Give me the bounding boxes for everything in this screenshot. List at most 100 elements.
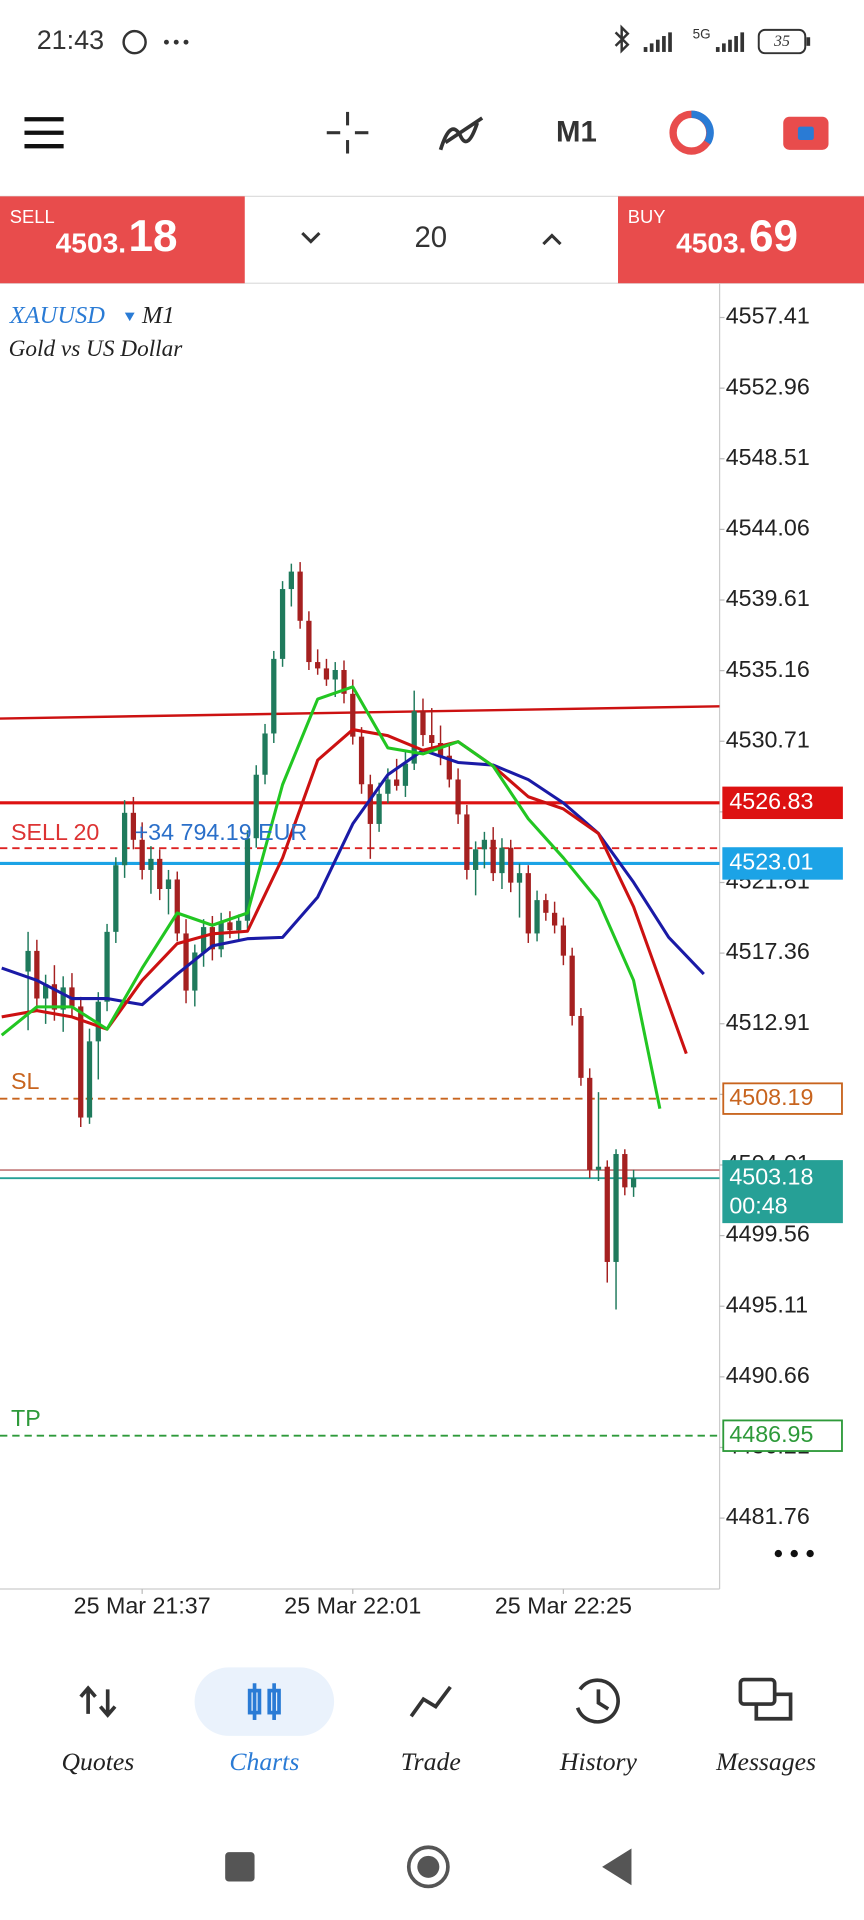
candle-body — [446, 755, 452, 780]
candle-body — [34, 950, 40, 999]
y-tick-label: 4535.16 — [726, 656, 810, 682]
back-button[interactable] — [602, 1848, 632, 1886]
candle-body — [429, 735, 435, 743]
candle-body — [113, 865, 119, 932]
volume[interactable]: 20 — [414, 221, 447, 254]
x-tick-label: 25 Mar 22:01 — [284, 1593, 421, 1619]
candle-body — [543, 900, 549, 913]
sell-price-main: 4503. — [56, 228, 126, 259]
price-badge-label: 4508.19 — [729, 1084, 813, 1110]
moving-average — [1, 728, 688, 1055]
candle-body — [569, 955, 575, 1016]
candle-body — [455, 779, 461, 815]
price-badge-label: 4486.95 — [729, 1421, 813, 1447]
home-button[interactable] — [406, 1845, 450, 1889]
sell-price-big: 18 — [128, 212, 177, 261]
candle-body — [60, 987, 66, 1010]
history-icon — [575, 1678, 620, 1724]
candle-body — [139, 839, 145, 870]
candle-body — [481, 839, 488, 850]
timeframe-button[interactable]: M1 — [556, 116, 597, 149]
candle-body — [253, 774, 259, 839]
candle-body — [376, 793, 382, 824]
trade-icon — [409, 1685, 452, 1718]
candle-body — [464, 814, 470, 870]
nav-history[interactable]: History — [559, 1747, 638, 1776]
y-tick-label: 4495.11 — [726, 1291, 808, 1317]
nav-charts[interactable]: Charts — [229, 1747, 299, 1776]
y-tick-label: 4481.76 — [726, 1503, 810, 1529]
candle-body — [183, 933, 189, 991]
buy-label: BUY — [628, 206, 666, 227]
volume-up[interactable] — [542, 233, 562, 246]
candle-body — [51, 984, 58, 1010]
symbol[interactable]: XAUUSD — [9, 302, 105, 329]
chart-menu[interactable] — [774, 1549, 814, 1558]
candle-body — [262, 733, 268, 775]
candle-body — [560, 925, 567, 956]
candle-body — [551, 912, 558, 926]
candle-body — [473, 849, 479, 870]
candle-body — [236, 920, 242, 931]
y-tick-label: 4544.06 — [726, 515, 810, 541]
one-click-button[interactable] — [783, 116, 829, 150]
buy-button[interactable]: BUY 4503. 69 — [618, 196, 864, 284]
more-dots — [163, 39, 189, 45]
candle-body — [367, 784, 373, 824]
candle-body — [315, 662, 321, 669]
price-badge — [722, 1160, 843, 1224]
candle-body — [490, 839, 496, 874]
level-label: TP — [11, 1405, 41, 1431]
candle-body — [402, 763, 409, 786]
candle-body — [350, 693, 356, 737]
bar-timer: 00:48 — [729, 1193, 787, 1219]
toolbar: M1 — [24, 110, 829, 155]
indicators-button[interactable] — [438, 116, 484, 151]
y-tick-label: 4557.41 — [726, 303, 810, 329]
trade-button[interactable] — [669, 110, 714, 155]
candle-body — [279, 589, 286, 659]
candle-body — [341, 669, 347, 694]
menu-button[interactable] — [24, 117, 64, 149]
price-badge-label: 4523.01 — [729, 849, 813, 875]
candle-body — [622, 1154, 628, 1188]
x-tick-label: 25 Mar 22:25 — [495, 1593, 632, 1619]
candle-body — [200, 927, 207, 953]
volume-down[interactable] — [301, 231, 321, 244]
candle-body — [297, 571, 303, 621]
candle-body — [306, 620, 312, 663]
level-label: SL — [11, 1068, 40, 1094]
candle-body — [288, 571, 294, 590]
network-type: 5G — [693, 26, 711, 41]
symbol-dropdown[interactable] — [124, 312, 135, 322]
candle-body — [78, 1006, 84, 1118]
price-badge — [722, 1082, 843, 1115]
buy-price-main: 4503. — [676, 228, 746, 259]
quotes-icon — [79, 1685, 117, 1718]
candle-body — [587, 1077, 593, 1170]
overlay: XAUUSD M1 Gold vs US Dollar SELL 20 +34 … — [9, 302, 308, 845]
battery-level: 35 — [773, 33, 790, 50]
candle-body — [499, 847, 505, 874]
sell-button[interactable]: SELL 4503. 18 — [0, 196, 245, 284]
nav-messages[interactable]: Messages — [715, 1747, 816, 1776]
y-tick-label: 4552.96 — [726, 373, 810, 399]
candle-body — [385, 779, 391, 794]
charts-icon — [247, 1683, 281, 1720]
position-label: SELL 20 — [11, 819, 99, 845]
buy-price-big: 69 — [749, 212, 798, 261]
y-tick-label: 4539.61 — [726, 585, 810, 611]
candle-body — [358, 736, 365, 785]
crosshair-button[interactable] — [326, 111, 369, 154]
price-badge — [722, 1419, 843, 1452]
battery-icon — [757, 28, 807, 55]
price-badges: 4526.83 4523.01 4508.19 4486.95 4503.18 00:48 — [722, 786, 843, 1452]
nav-quotes[interactable]: Quotes — [62, 1747, 135, 1776]
trendline — [0, 705, 720, 720]
moving-average — [0, 685, 662, 1109]
recents-button[interactable] — [225, 1852, 255, 1882]
nav-trade[interactable]: Trade — [401, 1747, 461, 1776]
battery-tip — [806, 37, 811, 46]
candle-body — [534, 900, 540, 934]
